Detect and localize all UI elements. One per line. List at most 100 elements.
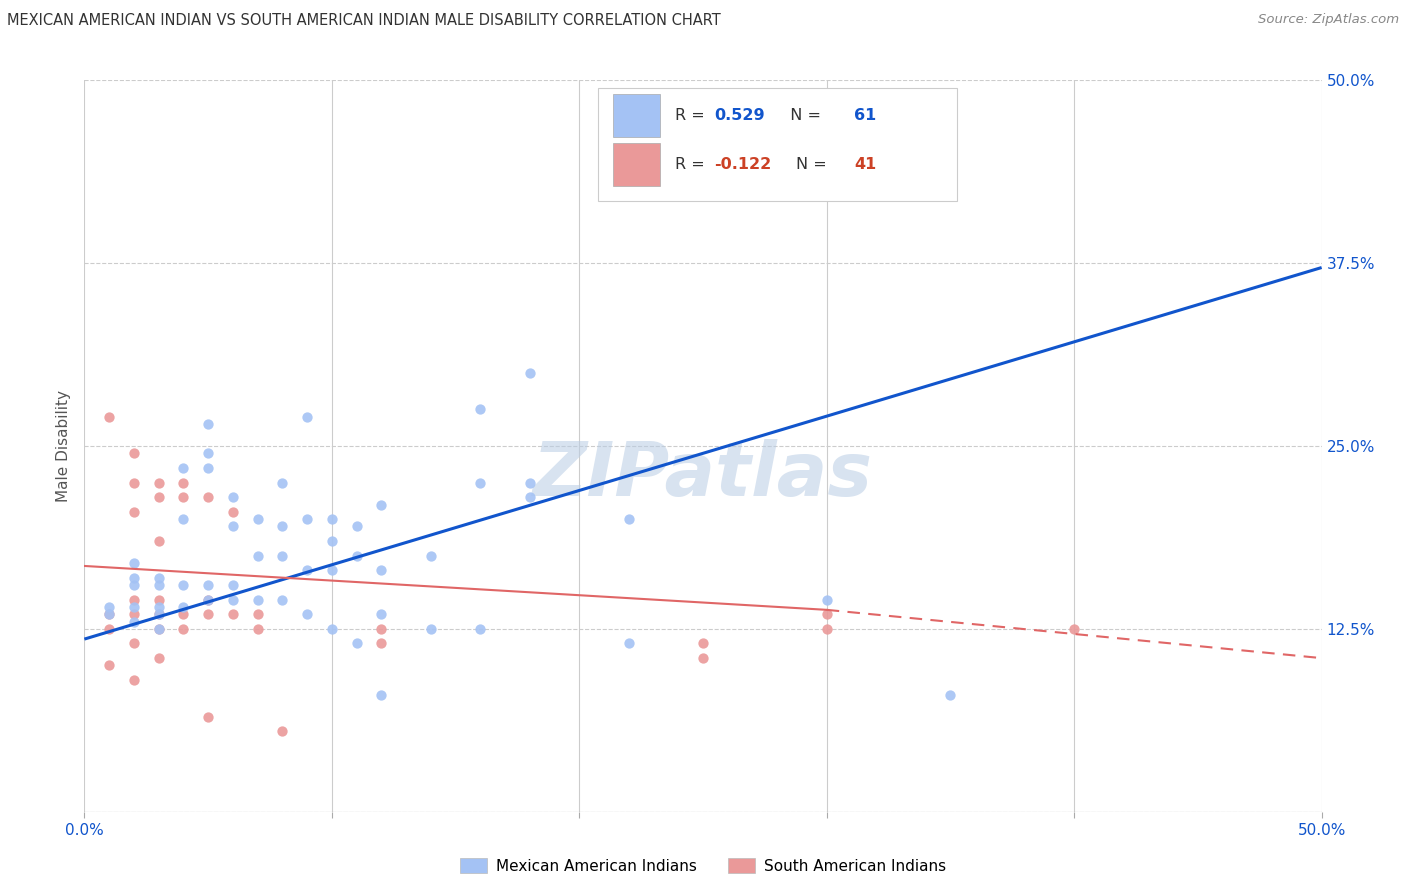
- Point: [148, 578, 170, 592]
- Point: [122, 578, 145, 592]
- Point: [370, 688, 392, 702]
- Point: [692, 117, 714, 131]
- Text: N =: N =: [780, 108, 825, 123]
- Point: [519, 475, 541, 490]
- Point: [222, 519, 245, 533]
- Text: N =: N =: [796, 157, 832, 172]
- Point: [370, 607, 392, 622]
- Point: [98, 607, 121, 622]
- Point: [172, 599, 194, 614]
- Point: [1063, 622, 1085, 636]
- Point: [148, 490, 170, 504]
- Point: [172, 607, 194, 622]
- Point: [370, 622, 392, 636]
- Point: [321, 563, 343, 577]
- Text: -0.122: -0.122: [714, 157, 772, 172]
- Point: [148, 622, 170, 636]
- Point: [617, 512, 640, 526]
- Point: [197, 592, 219, 607]
- Point: [197, 607, 219, 622]
- Point: [197, 461, 219, 475]
- Point: [346, 519, 368, 533]
- Point: [617, 636, 640, 650]
- Point: [295, 563, 318, 577]
- Point: [519, 490, 541, 504]
- Point: [98, 658, 121, 673]
- Point: [148, 571, 170, 585]
- Point: [222, 490, 245, 504]
- Point: [98, 607, 121, 622]
- Point: [148, 607, 170, 622]
- Point: [692, 636, 714, 650]
- Point: [246, 622, 269, 636]
- Point: [346, 549, 368, 563]
- Point: [172, 622, 194, 636]
- Point: [222, 505, 245, 519]
- Point: [419, 549, 441, 563]
- Point: [222, 607, 245, 622]
- Point: [122, 556, 145, 570]
- Point: [346, 636, 368, 650]
- Point: [122, 446, 145, 460]
- Text: 61: 61: [853, 108, 876, 123]
- Point: [271, 592, 294, 607]
- Point: [815, 607, 838, 622]
- Point: [98, 622, 121, 636]
- Point: [295, 512, 318, 526]
- Point: [815, 622, 838, 636]
- Legend: Mexican American Indians, South American Indians: Mexican American Indians, South American…: [454, 852, 952, 880]
- Point: [122, 599, 145, 614]
- Text: Source: ZipAtlas.com: Source: ZipAtlas.com: [1258, 13, 1399, 27]
- Point: [148, 622, 170, 636]
- Point: [370, 563, 392, 577]
- FancyBboxPatch shape: [613, 95, 659, 136]
- Point: [470, 622, 492, 636]
- Point: [295, 607, 318, 622]
- FancyBboxPatch shape: [613, 144, 659, 186]
- Text: 0.529: 0.529: [714, 108, 765, 123]
- Point: [122, 615, 145, 629]
- Point: [222, 592, 245, 607]
- Point: [246, 607, 269, 622]
- Point: [370, 636, 392, 650]
- Point: [197, 578, 219, 592]
- Point: [172, 578, 194, 592]
- Point: [321, 512, 343, 526]
- Point: [419, 622, 441, 636]
- Point: [148, 651, 170, 665]
- Point: [197, 446, 219, 460]
- Point: [271, 724, 294, 739]
- Text: MEXICAN AMERICAN INDIAN VS SOUTH AMERICAN INDIAN MALE DISABILITY CORRELATION CHA: MEXICAN AMERICAN INDIAN VS SOUTH AMERICA…: [7, 13, 721, 29]
- Point: [222, 578, 245, 592]
- Point: [470, 402, 492, 417]
- Point: [321, 622, 343, 636]
- Point: [122, 592, 145, 607]
- Point: [122, 571, 145, 585]
- Text: R =: R =: [675, 108, 710, 123]
- Y-axis label: Male Disability: Male Disability: [56, 390, 72, 502]
- Text: R =: R =: [675, 157, 710, 172]
- Text: ZIPatlas: ZIPatlas: [533, 439, 873, 512]
- Point: [271, 519, 294, 533]
- Point: [122, 505, 145, 519]
- Point: [98, 409, 121, 424]
- Point: [122, 475, 145, 490]
- Point: [271, 549, 294, 563]
- Point: [148, 592, 170, 607]
- Point: [246, 549, 269, 563]
- Point: [122, 636, 145, 650]
- Point: [197, 490, 219, 504]
- Point: [172, 475, 194, 490]
- Point: [148, 475, 170, 490]
- Point: [148, 599, 170, 614]
- Point: [122, 673, 145, 687]
- Point: [271, 475, 294, 490]
- Point: [370, 498, 392, 512]
- Point: [692, 651, 714, 665]
- Point: [815, 592, 838, 607]
- Point: [172, 490, 194, 504]
- Point: [717, 87, 740, 102]
- Point: [197, 592, 219, 607]
- Point: [939, 688, 962, 702]
- Point: [148, 534, 170, 549]
